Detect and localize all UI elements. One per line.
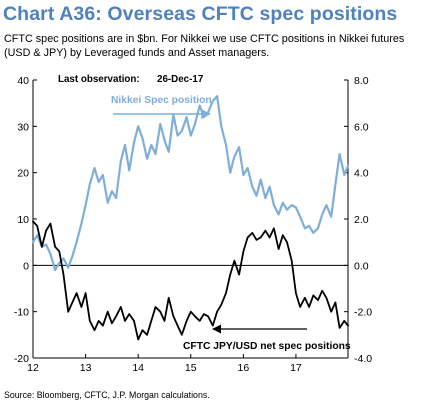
left-tick-label: 0 bbox=[23, 260, 29, 272]
right-tick-label: 8.0 bbox=[354, 75, 369, 87]
x-tick-label: 17 bbox=[290, 362, 302, 374]
x-tick-label: 12 bbox=[27, 362, 39, 374]
right-tick-label: 2.0 bbox=[354, 214, 369, 226]
right-tick-label: -4.0 bbox=[354, 353, 372, 365]
jpy-usd-net-spec-line bbox=[32, 220, 349, 341]
left-tick-label: -10 bbox=[14, 307, 29, 319]
right-tick-label: -2.0 bbox=[354, 307, 372, 319]
chart-subtitle: CFTC spec positions are in $bn. For Nikk… bbox=[4, 33, 405, 59]
x-tick-label: 16 bbox=[238, 362, 250, 374]
right-tick-label: 6.0 bbox=[354, 121, 369, 133]
right-tick-label: 0.0 bbox=[354, 260, 369, 272]
jpy-annotation: CFTC JPY/USD net spec positions bbox=[183, 341, 351, 352]
x-tick-label: 14 bbox=[132, 362, 144, 374]
left-tick-label: 40 bbox=[17, 75, 29, 87]
right-tick-label: 4.0 bbox=[354, 168, 369, 180]
left-tick-label: 20 bbox=[17, 168, 29, 180]
left-tick-label: 10 bbox=[17, 214, 29, 226]
chart-title: Chart A36: Overseas CFTC spec positions bbox=[3, 3, 398, 25]
nikkei-spec-line bbox=[31, 95, 350, 272]
left-tick-label: -20 bbox=[14, 353, 29, 365]
last-observation-value: 26-Dec-17 bbox=[157, 74, 204, 85]
x-tick-label: 13 bbox=[80, 362, 92, 374]
x-tick-label: 15 bbox=[185, 362, 197, 374]
last-observation-label: Last observation: bbox=[58, 74, 140, 85]
nikkei-annotation: Nikkei Spec position bbox=[111, 95, 212, 106]
left-tick-label: 30 bbox=[17, 121, 29, 133]
chart-source: Source: Bloomberg, CFTC, J.P. Morgan cal… bbox=[4, 390, 210, 400]
